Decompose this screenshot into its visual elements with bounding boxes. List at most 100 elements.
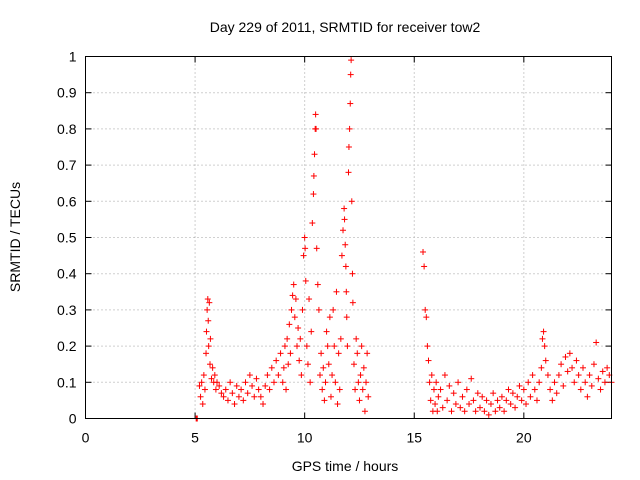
data-point [242, 379, 249, 386]
data-point [423, 314, 430, 321]
data-point [255, 386, 262, 393]
data-point [315, 306, 322, 313]
data-point [209, 364, 216, 371]
data-point [422, 306, 429, 313]
data-point [505, 386, 512, 393]
data-point [575, 372, 582, 379]
data-point [483, 397, 490, 404]
data-point [302, 245, 309, 252]
data-point [308, 328, 315, 335]
data-point [346, 125, 353, 132]
data-point [323, 328, 330, 335]
data-point [538, 364, 545, 371]
data-point [595, 375, 602, 382]
data-point [330, 306, 337, 313]
data-point [577, 386, 584, 393]
data-point [514, 393, 521, 400]
data-point [303, 343, 310, 350]
data-point [452, 401, 459, 408]
y-tick-label: 1 [69, 49, 77, 65]
data-point [322, 379, 329, 386]
data-point [501, 408, 508, 415]
data-point [332, 379, 339, 386]
data-point [597, 386, 604, 393]
data-point [233, 382, 240, 389]
data-point [273, 357, 280, 364]
data-point [204, 296, 211, 303]
data-point [428, 372, 435, 379]
data-point [364, 350, 371, 357]
data-point [427, 397, 434, 404]
data-point [498, 393, 505, 400]
data-point [235, 393, 242, 400]
data-point [331, 343, 338, 350]
data-point [564, 368, 571, 375]
data-point [571, 379, 578, 386]
data-point [492, 408, 499, 415]
data-point [300, 252, 307, 259]
data-point [551, 379, 558, 386]
data-point [525, 379, 532, 386]
data-point [426, 379, 433, 386]
x-tick-label: 10 [297, 430, 313, 446]
data-point [337, 335, 344, 342]
data-point [295, 325, 302, 331]
y-axis-title: SRMTID / TECUs [7, 182, 23, 292]
y-tick-label: 0.8 [57, 121, 77, 137]
data-point [359, 386, 366, 393]
data-point [286, 321, 293, 328]
data-point [200, 372, 207, 379]
data-point [474, 390, 481, 397]
data-point [439, 404, 446, 411]
data-point [317, 372, 324, 379]
data-point [342, 263, 349, 270]
data-point [472, 408, 479, 415]
y-tick-label: 0.3 [57, 302, 77, 318]
data-point [238, 386, 245, 393]
data-point [212, 386, 219, 393]
data-point [601, 379, 608, 386]
data-point [208, 375, 215, 382]
data-point [205, 343, 212, 350]
x-tick-label: 5 [191, 430, 199, 446]
data-point [352, 386, 359, 393]
data-point [533, 397, 540, 404]
data-point [590, 361, 597, 368]
data-point [354, 350, 361, 357]
data-point [297, 335, 304, 342]
data-point [584, 393, 591, 400]
y-tick-label: 0.2 [57, 338, 77, 354]
data-point [325, 361, 332, 368]
data-point [196, 382, 203, 389]
data-point [338, 252, 345, 259]
data-point [461, 408, 468, 415]
data-point [326, 314, 333, 321]
data-point [284, 335, 291, 342]
data-point [345, 169, 352, 176]
data-point [441, 372, 448, 379]
data-point [205, 317, 212, 324]
data-point [240, 397, 247, 404]
data-point [349, 299, 356, 306]
y-axis: 0 0.1 0.2 0.3 0.4 0.5 0.6 0.7 0.8 0.9 1 [57, 49, 612, 427]
data-point [327, 393, 334, 400]
data-point [347, 100, 354, 107]
data-point [306, 296, 313, 303]
data-point [470, 397, 477, 404]
data-point [435, 393, 442, 400]
data-point [244, 390, 251, 397]
data-point [312, 111, 319, 118]
data-point [547, 386, 554, 393]
data-point [420, 248, 427, 255]
data-point [599, 368, 606, 375]
data-point [207, 335, 214, 342]
data-point [494, 397, 501, 404]
data-point [201, 386, 208, 393]
data-point [220, 393, 227, 400]
data-point [309, 220, 316, 227]
data-point [229, 390, 236, 397]
data-point [507, 401, 514, 408]
data-point [536, 379, 543, 386]
data-point [227, 379, 234, 386]
data-point [313, 125, 320, 132]
